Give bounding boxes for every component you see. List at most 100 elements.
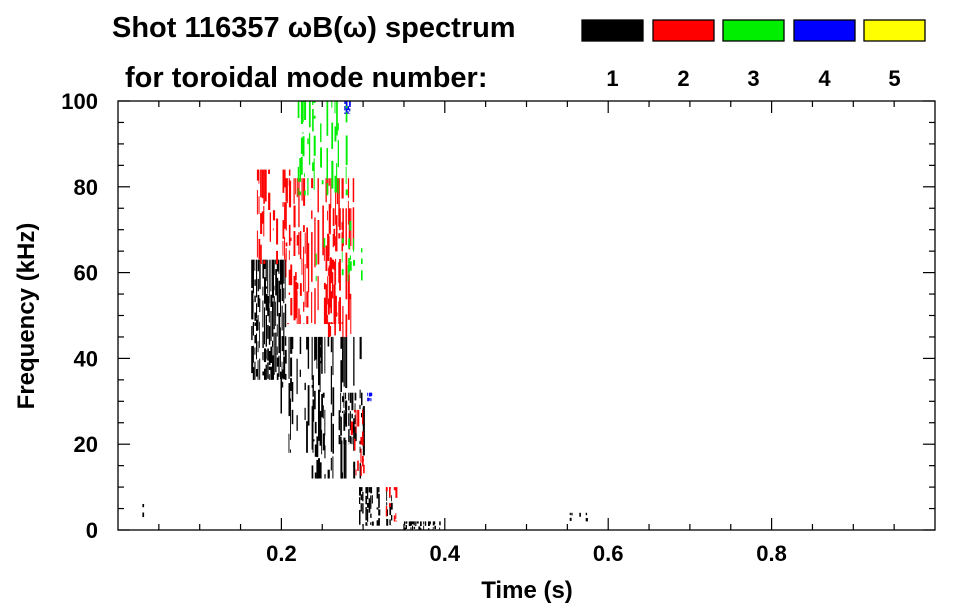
spectrum-streak — [256, 190, 258, 215]
spectrum-streak — [295, 281, 298, 319]
spectrum-streak — [359, 404, 361, 410]
spectrum-streak — [319, 462, 322, 479]
spectrum-streak — [276, 324, 278, 337]
spectrum-streak — [367, 503, 369, 508]
spectrum-streak — [311, 385, 314, 388]
spectrum-streak — [290, 398, 291, 440]
spectrum-streak — [270, 366, 273, 380]
spectrum-streak — [322, 433, 325, 451]
axis-tick-labels: 0.2 0.4 0.6 0.8 0 20 40 60 80 100 — [61, 89, 787, 566]
spectrum-streak — [370, 487, 373, 494]
spectrum-streak — [311, 406, 314, 450]
spectrum-streak — [332, 387, 335, 417]
spectrum-streak — [323, 246, 325, 261]
spectrum-streak — [304, 232, 306, 254]
legend-swatch-mode-1 — [581, 19, 644, 42]
spectrum-streak — [378, 509, 381, 516]
spectrum-streak — [299, 158, 301, 182]
spectrum-streak — [296, 358, 298, 395]
spectrum-streak — [320, 123, 322, 143]
spectrum-streak — [350, 293, 352, 334]
spectrum-streak — [291, 382, 294, 402]
mode-3-region — [341, 238, 363, 281]
spectrum-streak — [331, 101, 333, 108]
mode-1-region — [311, 336, 365, 479]
spectrum-streak — [307, 138, 309, 145]
spectrum-streak — [304, 264, 306, 308]
spectrum-streak — [418, 526, 421, 530]
spectrum-streak — [251, 290, 254, 320]
spectrum-streak — [284, 349, 287, 364]
legend-label-mode-2: 2 — [677, 66, 689, 91]
spectrum-streak — [420, 521, 422, 526]
spectrum-streak — [257, 315, 259, 330]
spectrum-streak — [276, 277, 279, 317]
spectrum-streak — [376, 507, 379, 510]
spectrum-streak — [318, 336, 320, 386]
spectrum-streak — [311, 210, 313, 219]
spectrum-streak — [285, 178, 288, 201]
spectrum-streak — [314, 217, 316, 268]
spectrum-streak — [320, 147, 322, 168]
spectrum-streak — [259, 298, 261, 313]
spectrum-streak — [569, 517, 572, 521]
spectrum-streak — [423, 525, 425, 530]
spectrum-streak — [439, 527, 441, 530]
spectrum-streak — [301, 178, 303, 201]
spectrum-streak — [569, 512, 571, 516]
spectrum-streak — [585, 512, 588, 516]
spectrum-streak — [333, 261, 335, 270]
spectrum-streak — [300, 156, 303, 175]
mode-2-region — [385, 487, 398, 522]
spectrum-streak — [265, 286, 268, 289]
spectrum-streak — [254, 335, 257, 344]
y-axis-label: Frequency (kHz) — [13, 223, 40, 410]
spectrum-streak — [328, 178, 330, 186]
spectrum-streak — [322, 392, 325, 398]
spectrum-streak — [282, 220, 285, 239]
spectrum-streak — [316, 436, 319, 458]
spectrum-streak — [254, 312, 257, 321]
spectrum-streak — [324, 336, 326, 374]
spectrum-streak — [317, 178, 319, 213]
spectrum-streak — [337, 122, 339, 131]
spectrum-streak — [347, 275, 350, 320]
spectrum-streak — [327, 210, 328, 221]
spectrum-streak — [389, 519, 391, 526]
spectrum-streak — [276, 373, 279, 380]
spectrum-streak — [260, 169, 262, 198]
spectrum-streak — [348, 392, 350, 401]
spectrum-streak — [348, 413, 350, 426]
spectrum-streak — [264, 259, 266, 269]
spectrum-streak — [307, 177, 309, 196]
spectrum-streak — [261, 169, 264, 199]
spectrum-streak — [330, 322, 332, 325]
spectrum-streak — [338, 410, 341, 431]
spectrum-streak — [288, 292, 291, 295]
spectrum-streak — [307, 385, 310, 426]
spectrum-streak — [285, 253, 287, 278]
legend-label-mode-5: 5 — [888, 66, 900, 91]
spectrum-streak — [335, 178, 336, 225]
spectrum-streak — [327, 336, 330, 347]
spectrum-streak — [432, 521, 435, 526]
spectrum-streak — [330, 178, 332, 209]
spectrum-streak — [251, 346, 254, 374]
spectrum-streak — [142, 512, 145, 518]
spectrum-streak — [260, 213, 263, 234]
x-tick-label: 0.8 — [756, 541, 787, 566]
spectrum-streak — [268, 308, 270, 323]
spectrum-streak — [410, 527, 412, 530]
spectrum-streak — [351, 392, 354, 411]
spectrum-streak — [306, 227, 308, 269]
spectrum-streak — [280, 371, 282, 380]
spectrum-streak — [408, 521, 411, 527]
spectrum-streak — [350, 421, 353, 436]
spectrum-streak — [300, 137, 303, 154]
spectrum-streak — [256, 259, 258, 298]
spectrum-streak — [257, 341, 259, 353]
spectrum-streak — [412, 521, 414, 525]
spectrum-streak — [306, 291, 309, 308]
spectrum-streak — [280, 259, 283, 285]
